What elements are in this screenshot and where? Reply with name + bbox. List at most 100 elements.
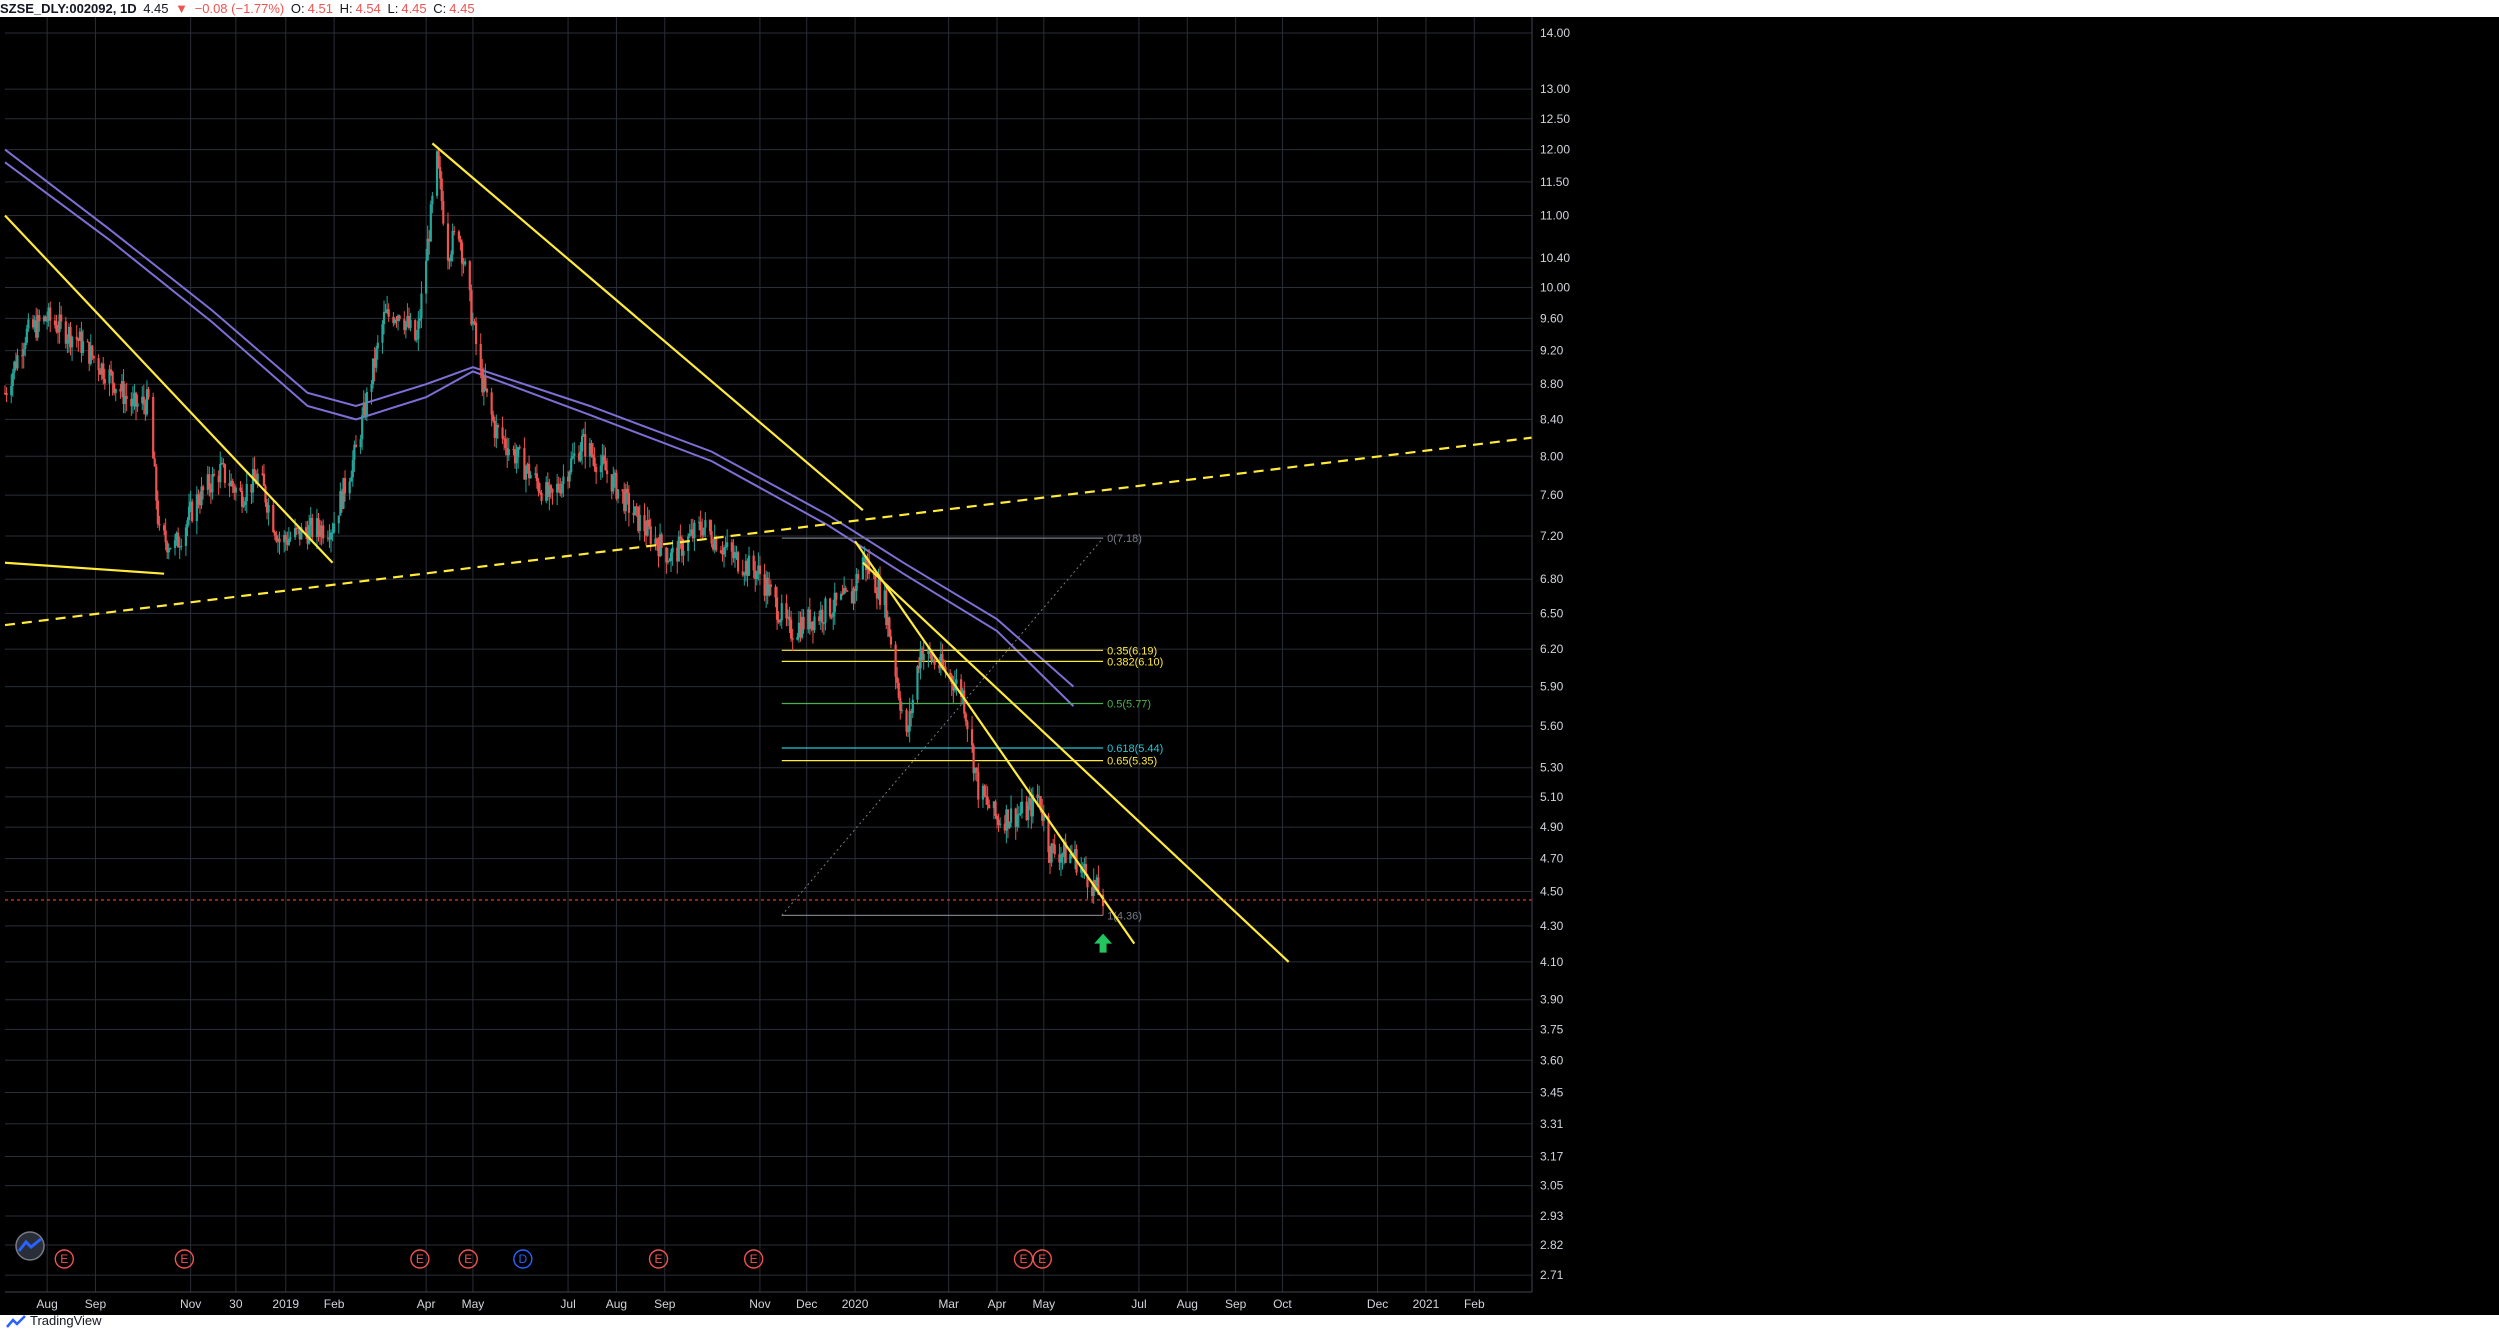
fib-level-label: 0.65(5.35) (1107, 756, 1157, 768)
candle-body (844, 588, 847, 591)
candle-body (459, 239, 462, 243)
candle-body (1080, 867, 1083, 873)
candle-body (376, 342, 379, 349)
earnings-marker[interactable] (174, 1249, 195, 1269)
candle-body (894, 644, 897, 677)
candle-body (933, 659, 936, 665)
candle-body (570, 458, 573, 473)
price-axis[interactable]: 14.00 13.00 12.50 12.00 11.50 11.00 10.40 10.00… (1531, 17, 2499, 1315)
candle-body (44, 316, 47, 321)
candle-body (613, 472, 616, 476)
candle-body (775, 597, 779, 620)
earnings-marker[interactable] (54, 1249, 74, 1269)
candle-body (384, 311, 387, 313)
symbol-title[interactable]: SZSE_DLY:002092, 1D (0, 1, 137, 16)
candle-body (31, 319, 35, 328)
trendline[interactable] (4, 214, 334, 564)
candle-body (755, 572, 758, 580)
trendline[interactable] (431, 142, 864, 512)
candle-body (568, 472, 571, 482)
candle-body (646, 519, 649, 536)
candle-body (426, 238, 429, 261)
candle-body (420, 293, 423, 319)
fibonacci-retracement[interactable]: 0(7.18) 0.35(6.19)0.382(6.10) 0.5(5.77) 0.6… (781, 533, 1164, 922)
candle-body (906, 731, 910, 733)
candle-body (810, 621, 813, 629)
y-tick-label: 13.00 (1540, 82, 1570, 96)
candle-body (186, 520, 189, 528)
candle-body (655, 538, 659, 546)
candle-body (276, 538, 280, 542)
candle-body (474, 322, 478, 345)
x-tick-label: Dec (1367, 1297, 1388, 1311)
candle-body (1017, 813, 1020, 815)
candle-body (1042, 815, 1045, 821)
candle-body (605, 470, 609, 475)
candle-body (152, 396, 155, 459)
candle-body (396, 315, 400, 321)
price-chart[interactable]: 0(7.18) 0.35(6.19)0.382(6.10) 0.5(5.77) 0.6… (0, 17, 2499, 1315)
candle-body (507, 449, 510, 456)
candle-body (209, 488, 212, 493)
earnings-marker[interactable] (458, 1249, 478, 1269)
candle-body (81, 341, 85, 353)
y-tick-label: 14.00 (1540, 26, 1570, 40)
candle-body (624, 488, 627, 512)
brand-name[interactable]: TradingView (30, 1313, 102, 1328)
candle-body (425, 260, 428, 294)
candle-body (342, 477, 345, 509)
trendline[interactable] (854, 540, 1136, 945)
earnings-marker[interactable] (410, 1249, 430, 1269)
candle-body (941, 654, 944, 667)
earnings-marker[interactable] (648, 1249, 669, 1269)
candle-body (829, 598, 832, 617)
earnings-marker[interactable] (743, 1249, 764, 1269)
trendline[interactable] (4, 561, 165, 575)
candle-body (1052, 843, 1055, 845)
candle-body (1092, 880, 1095, 897)
candle-body (799, 622, 802, 638)
candle-body (103, 378, 106, 384)
candle-body (25, 328, 28, 343)
candle-body (992, 801, 995, 809)
tradingview-logo-badge[interactable] (15, 1231, 45, 1261)
dashed-support-line[interactable] (4, 436, 1533, 627)
candle-body (599, 465, 602, 473)
x-tick-label: Apr (988, 1297, 1007, 1311)
candle-body (67, 326, 71, 340)
candle-body (560, 483, 563, 494)
moving-average-line (4, 161, 1075, 707)
candle-body (551, 489, 554, 493)
candle-body (78, 331, 81, 341)
candle-body (974, 767, 977, 774)
candle-body (131, 398, 134, 407)
candle-body (331, 532, 334, 534)
candle-body (853, 588, 857, 592)
trendline[interactable] (862, 561, 1290, 963)
candle-body (295, 528, 298, 530)
candle-body (354, 444, 358, 448)
y-tick-label: 12.00 (1540, 143, 1570, 157)
candle-body (318, 530, 322, 537)
candle-body (75, 336, 78, 340)
candle-body (660, 534, 663, 548)
trendlines[interactable] (4, 142, 1533, 963)
time-axis[interactable]: Aug Sep Nov 30 2019 Feb Apr May Jul Aug Sep Nov Dec 2… (5, 1291, 1532, 1311)
dividend-marker[interactable] (513, 1249, 533, 1269)
candle-body (744, 560, 747, 575)
earnings-marker[interactable] (1013, 1249, 1034, 1269)
candle-body (359, 439, 362, 448)
candle-body (986, 796, 989, 805)
candle-body (102, 363, 105, 379)
earnings-marker[interactable] (1032, 1249, 1052, 1269)
candle-body (89, 345, 92, 364)
candle-body (577, 453, 581, 461)
candle-body (595, 466, 598, 473)
candle-body (889, 636, 893, 645)
candle-body (970, 729, 974, 746)
x-tick-label: Sep (1225, 1297, 1247, 1311)
candle-body (124, 395, 127, 405)
candle-body (590, 443, 593, 455)
